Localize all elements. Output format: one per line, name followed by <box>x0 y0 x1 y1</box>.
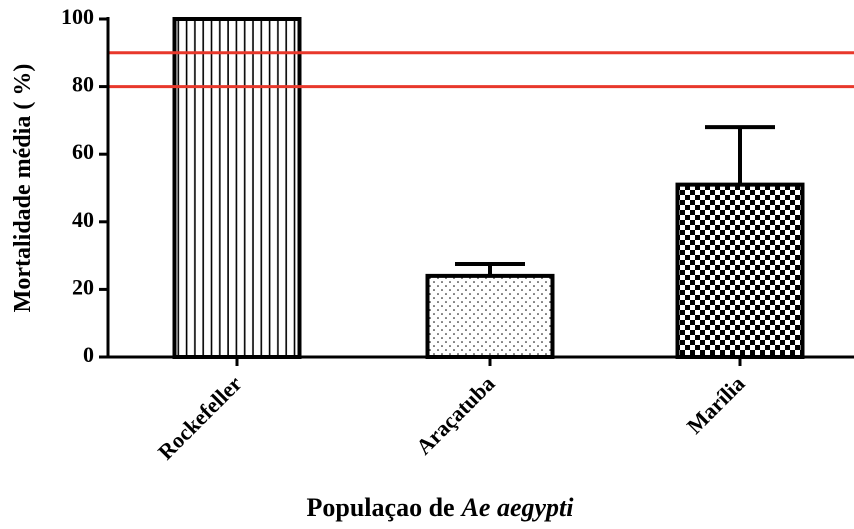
x-axis-label: Populaçao de Ae aegypti <box>307 493 575 522</box>
y-tick-label: 100 <box>61 4 94 29</box>
x-axis-label-italic: Ae aegypti <box>460 493 575 522</box>
y-tick-label: 60 <box>72 139 94 164</box>
x-tick-label: Marília <box>682 371 750 439</box>
bar <box>675 182 805 359</box>
y-tick-label: 40 <box>72 207 94 232</box>
y-axis-label: Mortalidade média ( %) <box>10 64 36 313</box>
y-tick-label: 0 <box>83 342 94 367</box>
y-tick-label: 20 <box>72 274 94 299</box>
x-tick-label: Araçatuba <box>411 371 500 460</box>
bar <box>425 273 555 360</box>
bar <box>172 17 302 359</box>
x-axis-label-text: Populaçao de <box>307 493 455 522</box>
y-tick-label: 80 <box>72 72 94 97</box>
x-tick-label: Rockefeller <box>153 371 247 465</box>
